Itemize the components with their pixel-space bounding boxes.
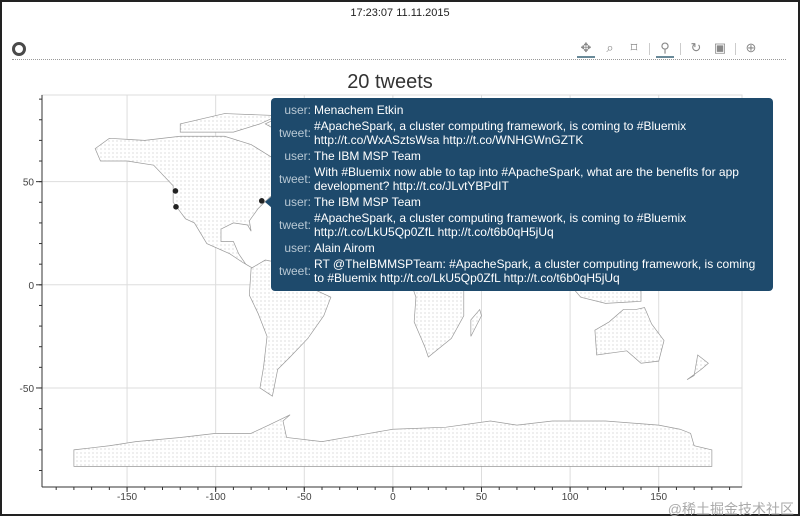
- land-new-zealand: [686, 354, 709, 381]
- land-antarctica: [73, 414, 713, 467]
- land-north-america: [94, 135, 287, 269]
- tooltip-item: user: Alain Airom tweet: RT @TheIBMMSPTeam…: [271, 241, 767, 285]
- wheel-zoom-tool-icon[interactable]: ⚲: [656, 40, 674, 58]
- save-tool-icon[interactable]: ▣: [713, 40, 727, 55]
- resize-tool-icon[interactable]: ⌑: [630, 40, 638, 55]
- pan-tool-icon[interactable]: ✥: [577, 40, 595, 58]
- tweet-value: RT @TheIBMMSPTeam: #ApacheSpark, a clust…: [314, 257, 756, 285]
- bokeh-logo-icon: [12, 42, 26, 56]
- x-tick-label: -100: [206, 492, 226, 503]
- toolbar: ✥ ⌕ ⌑ ⚲ ↻ ▣ ⊕: [577, 40, 760, 58]
- x-tick-label: -150: [117, 492, 137, 503]
- tweet-point: [173, 204, 179, 210]
- x-tick-label: 50: [476, 492, 488, 503]
- timestamp: 17:23:07 11.11.2015: [350, 7, 450, 19]
- tweet-point: [172, 188, 179, 194]
- crosshair-tool-icon[interactable]: ⊕: [745, 40, 757, 55]
- tweet-value: #ApacheSpark, a cluster computing framew…: [314, 211, 687, 239]
- user-value: The IBM MSP Team: [314, 195, 421, 209]
- user-label: user:: [284, 241, 311, 255]
- user-value: Alain Airom: [314, 241, 375, 255]
- toolbar-separator: [649, 43, 650, 55]
- tooltip-item: user: Menachem Etkin tweet: #ApacheSpark, …: [271, 103, 767, 147]
- y-tick-label: 50: [23, 178, 35, 189]
- tooltip-item: user: The IBM MSP Team tweet: With #Bluemi…: [271, 149, 767, 193]
- reset-tool-icon[interactable]: ↻: [690, 40, 702, 55]
- user-value: The IBM MSP Team: [314, 149, 421, 163]
- toolbar-separator: [680, 43, 681, 55]
- chart-title: 20 tweets: [347, 71, 433, 93]
- tweet-point: [258, 198, 265, 204]
- tweet-value: With #Bluemix now able to tap into #Apac…: [314, 165, 739, 193]
- x-tick-label: 150: [650, 492, 667, 503]
- tooltip-arrow: [265, 196, 272, 208]
- box-zoom-tool-icon[interactable]: ⌕: [606, 40, 614, 55]
- toolbar-divider: [12, 59, 786, 60]
- tweet-label: tweet:: [278, 218, 311, 232]
- tweet-value: #ApacheSpark, a cluster computing framew…: [314, 119, 687, 147]
- watermark: @稀土掘金技术社区: [667, 501, 794, 517]
- x-tick-label: 100: [562, 492, 579, 503]
- tweet-label: tweet:: [278, 172, 311, 186]
- toolbar-separator: [735, 43, 736, 55]
- land-canada-islands: [179, 113, 278, 133]
- hover-tooltip: user: Menachem Etkin tweet: #ApacheSpark, …: [271, 98, 773, 291]
- y-tick-label: -50: [20, 384, 35, 395]
- tweet-label: tweet:: [278, 264, 311, 278]
- user-label: user:: [284, 149, 311, 163]
- user-label: user:: [284, 103, 311, 117]
- y-tick-label: 0: [28, 281, 34, 292]
- tooltip-item: user: The IBM MSP Team tweet: #ApacheSpark…: [271, 195, 767, 239]
- x-tick-label: -50: [297, 492, 312, 503]
- land-australia: [594, 307, 665, 364]
- tweet-label: tweet:: [278, 126, 311, 140]
- x-tick-label: 0: [390, 492, 396, 503]
- land-madagascar: [470, 308, 482, 337]
- user-label: user:: [284, 195, 311, 209]
- user-value: Menachem Etkin: [314, 103, 404, 117]
